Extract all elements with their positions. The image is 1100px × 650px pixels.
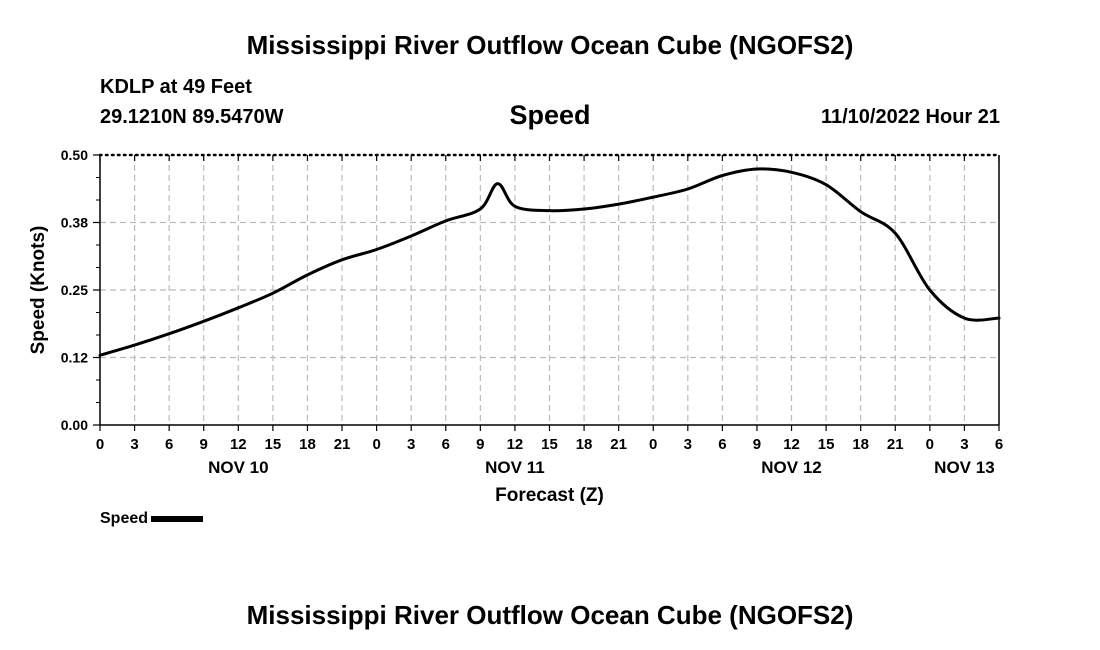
x-tick-label: 3 bbox=[407, 436, 415, 453]
day-label: NOV 10 bbox=[208, 458, 268, 477]
x-tick-label: 18 bbox=[576, 436, 593, 453]
station-coordinates: 29.1210N 89.5470W bbox=[100, 106, 284, 128]
x-tick-label: 15 bbox=[818, 436, 835, 453]
x-tick-label: 21 bbox=[887, 436, 904, 453]
x-tick-label: 9 bbox=[476, 436, 484, 453]
day-label: NOV 11 bbox=[485, 458, 545, 477]
x-tick-label: 6 bbox=[995, 436, 1003, 453]
x-tick-label: 0 bbox=[926, 436, 934, 453]
x-tick-label: 0 bbox=[96, 436, 104, 453]
x-tick-label: 12 bbox=[507, 436, 524, 453]
legend: Speed bbox=[100, 510, 204, 528]
legend-label: Speed bbox=[100, 510, 149, 527]
chart-title: Mississippi River Outflow Ocean Cube (NG… bbox=[246, 30, 854, 60]
x-tick-label: 12 bbox=[783, 436, 800, 453]
x-tick-label: 3 bbox=[960, 436, 968, 453]
x-tick-label: 21 bbox=[610, 436, 627, 453]
x-tick-label: 6 bbox=[718, 436, 726, 453]
y-axis-label: Speed (Knots) bbox=[28, 226, 49, 355]
y-tick-label: 0.50 bbox=[61, 147, 88, 163]
forecast-datetime: 11/10/2022 Hour 21 bbox=[820, 106, 1000, 128]
x-tick-label: 18 bbox=[852, 436, 869, 453]
station-label: KDLP at 49 Feet bbox=[100, 76, 252, 98]
x-tick-label: 21 bbox=[334, 436, 351, 453]
y-tick-label: 0.25 bbox=[61, 282, 88, 298]
y-tick-label: 0.12 bbox=[61, 350, 88, 366]
x-tick-label: 15 bbox=[265, 436, 282, 453]
x-tick-label: 6 bbox=[442, 436, 450, 453]
x-tick-label: 6 bbox=[165, 436, 173, 453]
legend-swatch bbox=[151, 516, 204, 522]
parameter-title: Speed bbox=[509, 100, 591, 130]
x-axis-label: Forecast (Z) bbox=[495, 485, 604, 506]
day-label: NOV 12 bbox=[761, 458, 821, 477]
x-tick-label: 12 bbox=[230, 436, 247, 453]
x-tick-label: 18 bbox=[299, 436, 316, 453]
x-tick-label: 0 bbox=[372, 436, 380, 453]
y-tick-label: 0.00 bbox=[61, 417, 88, 433]
x-tick-label: 3 bbox=[684, 436, 692, 453]
series-line-speed bbox=[98, 167, 1001, 357]
x-tick-label: 3 bbox=[130, 436, 138, 453]
day-label: NOV 13 bbox=[934, 458, 994, 477]
x-tick-label: 9 bbox=[753, 436, 761, 453]
chart-title-repeat: Mississippi River Outflow Ocean Cube (NG… bbox=[246, 600, 854, 630]
y-tick-label: 0.38 bbox=[61, 215, 88, 231]
x-tick-label: 15 bbox=[541, 436, 558, 453]
x-tick-label: 9 bbox=[200, 436, 208, 453]
x-tick-label: 0 bbox=[649, 436, 657, 453]
